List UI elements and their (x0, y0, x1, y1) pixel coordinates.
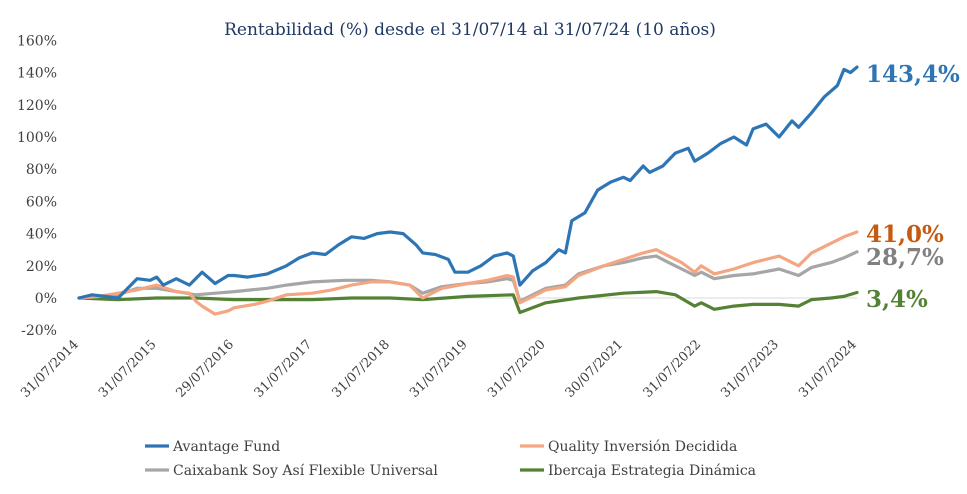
x-tick-label: 31/07/2018 (329, 337, 393, 401)
legend-label: Quality Inversión Decidida (548, 439, 737, 455)
x-tick-label: 29/07/2016 (173, 337, 237, 401)
series-end-label: 41,0% (866, 221, 944, 248)
y-tick-label: 120% (17, 98, 57, 114)
series-line (77, 290, 859, 315)
y-tick-label: 40% (26, 227, 57, 243)
y-tick-label: 160% (17, 33, 57, 49)
x-tick-label: 31/07/2014 (18, 337, 82, 401)
legend-label: Avantage Fund (172, 439, 280, 455)
x-tick-label: 31/07/2017 (252, 337, 316, 401)
series-end-label: 3,4% (866, 286, 928, 313)
x-tick-label: 31/07/2019 (407, 337, 471, 401)
chart-title: Rentabilidad (%) desde el 31/07/14 al 31… (224, 20, 716, 40)
x-tick-label: 31/07/2022 (641, 337, 705, 401)
x-axis: 31/07/2014 31/07/2015 29/07/2016 31/07/2017… (18, 337, 860, 401)
y-tick-label: 20% (26, 259, 57, 275)
series-end-label: 28,7% (866, 244, 944, 271)
y-tick-label: -20% (21, 323, 57, 339)
end-labels: 143,4% 41,0%28,7% 3,4% (866, 61, 960, 313)
x-tick-label: 31/07/2015 (96, 337, 160, 401)
legend-label: Ibercaja Estrategia Dinámica (548, 463, 756, 479)
y-axis: -20% 0% 20% 40% 60% 80% 100% 120% 140% 160% (17, 33, 857, 339)
x-tick-label: 31/07/2023 (718, 337, 782, 401)
series-lines (77, 65, 859, 316)
x-tick-label: 30/07/2021 (563, 337, 627, 401)
legend: Avantage Fund Quality Inversión Decidida C… (145, 439, 756, 479)
y-tick-label: 100% (17, 130, 57, 146)
x-tick-label: 31/07/2024 (796, 337, 860, 401)
series-end-label: 143,4% (866, 61, 960, 88)
x-tick-label: 31/07/2020 (485, 337, 549, 401)
series-line (77, 230, 859, 316)
y-tick-label: 0% (35, 291, 57, 307)
legend-label: Caixabank Soy Así Flexible Universal (173, 463, 438, 479)
y-tick-label: 80% (26, 162, 57, 178)
y-tick-label: 60% (26, 194, 57, 210)
y-tick-label: 140% (17, 66, 57, 82)
series-line (77, 65, 859, 300)
